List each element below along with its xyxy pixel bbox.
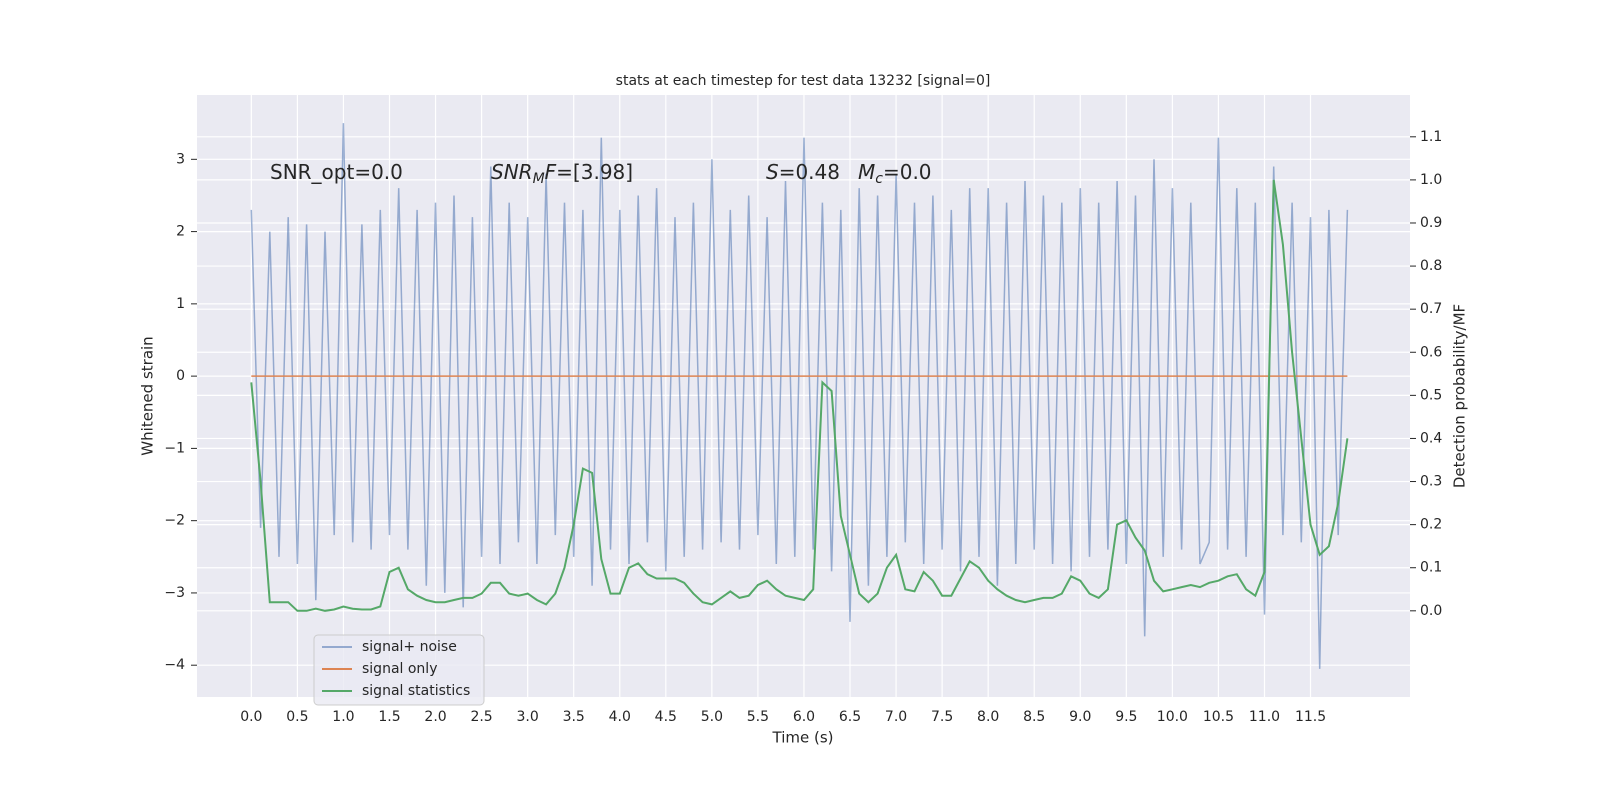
y2-tick-label: 0.5 bbox=[1420, 387, 1442, 403]
grid bbox=[197, 95, 1410, 697]
annotation: Mc=0.0 bbox=[858, 160, 932, 188]
y2-tick-label: 0.6 bbox=[1420, 344, 1442, 360]
y2-tick-label: 0.2 bbox=[1420, 517, 1442, 533]
y2-tick-label: 1.0 bbox=[1420, 172, 1442, 188]
legend-label: signal only bbox=[362, 661, 437, 677]
x-tick-label: 9.5 bbox=[1115, 709, 1137, 725]
y-tick-label: 2 bbox=[176, 224, 185, 240]
y2-tick-label: 1.1 bbox=[1420, 129, 1442, 145]
x-tick-label: 2.5 bbox=[470, 709, 492, 725]
y-tick-label: 0 bbox=[176, 368, 185, 384]
x-tick-label: 0.5 bbox=[286, 709, 308, 725]
annotation: S=0.48 bbox=[766, 160, 840, 184]
marks bbox=[250, 123, 1349, 669]
legend-box bbox=[313, 634, 485, 706]
y-tick-label: −4 bbox=[164, 657, 185, 673]
x-tick-label: 3.0 bbox=[517, 709, 539, 725]
y2-tick-label: 0.0 bbox=[1420, 603, 1442, 619]
x-tick-label: 11.0 bbox=[1249, 709, 1280, 725]
x-tick-label: 2.0 bbox=[424, 709, 446, 725]
x-tick-label: 1.5 bbox=[378, 709, 400, 725]
x-tick-label: 10.5 bbox=[1203, 709, 1234, 725]
annotation: SNRMF=[3.98] bbox=[491, 160, 633, 188]
y2-tick-label: 0.3 bbox=[1420, 474, 1442, 490]
x-tick-label: 7.0 bbox=[885, 709, 907, 725]
legend-label: signal statistics bbox=[362, 683, 470, 699]
y2-tick-label: 0.9 bbox=[1420, 215, 1442, 231]
x-tick-label: 1.0 bbox=[332, 709, 354, 725]
x-tick-label: 0.0 bbox=[240, 709, 262, 725]
legend-label: signal+ noise bbox=[362, 639, 457, 655]
x-tick-label: 4.0 bbox=[609, 709, 631, 725]
y2-tick-label: 0.1 bbox=[1420, 560, 1442, 576]
x-tick-label: 3.5 bbox=[563, 709, 585, 725]
x-tick-label: 8.5 bbox=[1023, 709, 1045, 725]
x-axis-label: Time (s) bbox=[772, 729, 834, 747]
series-line bbox=[250, 123, 1349, 669]
x-tick-label: 11.5 bbox=[1295, 709, 1326, 725]
y-tick-label: −2 bbox=[164, 513, 185, 529]
annotation-part: F bbox=[545, 160, 557, 184]
annotation-part: =0.48 bbox=[779, 160, 840, 184]
annotation-part: =[3.98] bbox=[556, 160, 633, 184]
y2-tick-label: 0.8 bbox=[1420, 258, 1442, 274]
x-tick-label: 9.0 bbox=[1069, 709, 1091, 725]
annotation: SNR_opt=0.0 bbox=[270, 160, 403, 184]
y2-tick-label: 0.7 bbox=[1420, 301, 1442, 317]
x-tick-label: 6.5 bbox=[839, 709, 861, 725]
x-tick-label: 5.0 bbox=[701, 709, 723, 725]
annotation-part: M bbox=[533, 171, 545, 187]
x-tick-label: 4.5 bbox=[655, 709, 677, 725]
x-tick-label: 6.0 bbox=[793, 709, 815, 725]
labels: 0.0 0.5 1.0 1.5 2.0 2.5 3.0 3.5 4.0 4.5 5.0 5.5 6.0 6… bbox=[164, 129, 1442, 725]
x-tick-label: 5.5 bbox=[747, 709, 769, 725]
chart-title: stats at each timestep for test data 132… bbox=[616, 73, 991, 89]
annotation-part: SNR bbox=[491, 160, 533, 184]
y-axis-label: Whitened strain bbox=[139, 336, 157, 455]
annotation-part: S bbox=[766, 160, 779, 184]
y-tick-label: −3 bbox=[164, 585, 185, 601]
y-tick-label: 3 bbox=[176, 151, 185, 167]
y2-axis-label: Detection probability/MF bbox=[1451, 304, 1469, 488]
y-tick-label: −1 bbox=[164, 440, 185, 456]
series-line bbox=[250, 179, 1349, 612]
annotation-part: =0.0 bbox=[883, 160, 932, 184]
annotation-part: M bbox=[858, 160, 875, 184]
y-tick-label: 1 bbox=[176, 296, 185, 312]
x-tick-label: 10.0 bbox=[1157, 709, 1188, 725]
annotation-part: SNR_opt=0.0 bbox=[270, 160, 403, 184]
annotation-part: c bbox=[875, 171, 883, 187]
y2-tick-label: 0.4 bbox=[1420, 430, 1442, 446]
x-tick-label: 7.5 bbox=[931, 709, 953, 725]
x-tick-label: 8.0 bbox=[977, 709, 999, 725]
